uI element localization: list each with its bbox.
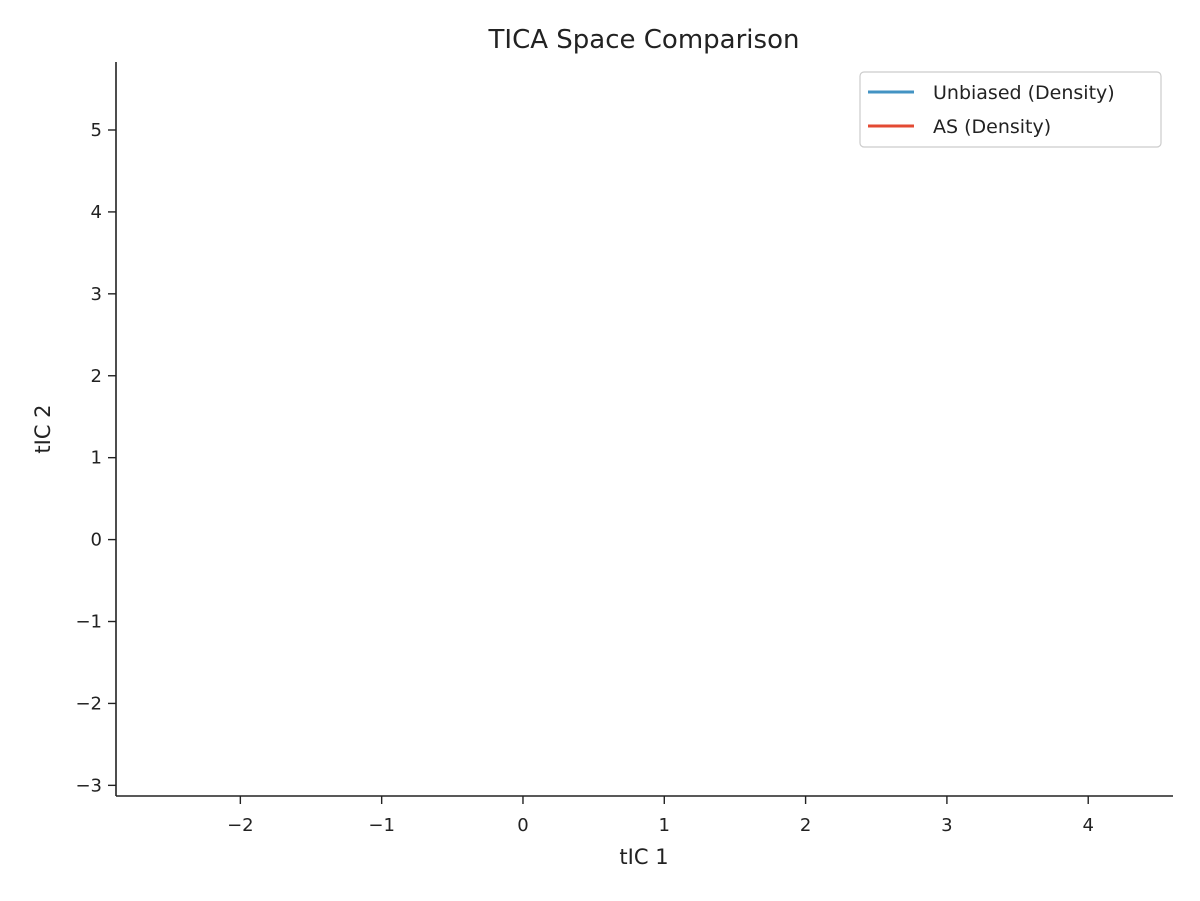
legend-box <box>859 71 1162 148</box>
unbiased-density-contour-level <box>293 401 884 692</box>
x-tick-label: 4 <box>1082 815 1093 836</box>
as-density-contour-level <box>262 413 655 694</box>
y-tick-label: 5 <box>91 120 102 141</box>
as-density-contour-level <box>181 292 918 752</box>
as-density-contour-level <box>317 480 593 657</box>
as-density-contour-level <box>226 343 717 720</box>
x-tick-label: 3 <box>941 815 952 836</box>
legend-label-unbiased: Unbiased (Density) <box>933 82 1115 104</box>
y-tick-label: 4 <box>91 202 102 223</box>
y-axis-label: tIC 2 <box>31 404 55 453</box>
y-tick-label: −1 <box>75 612 102 633</box>
y-tick-label: 1 <box>91 448 102 469</box>
y-tick-label: 0 <box>91 530 102 551</box>
unbiased-density-contour-level <box>204 312 993 755</box>
unbiased-density-contour-level <box>257 361 936 718</box>
as-density-contour-level <box>152 265 978 773</box>
x-axis-ticks: −2 −1 0 1 2 3 4 <box>227 796 1094 836</box>
y-tick-label: −2 <box>75 693 102 714</box>
unbiased-density-contour-level <box>419 532 512 602</box>
unbiased-density-contour-level <box>338 455 593 660</box>
chart-title: TICA Space Comparison <box>488 25 800 55</box>
x-tick-label: −2 <box>227 815 254 836</box>
x-tick-label: 1 <box>659 815 670 836</box>
x-axis-label: tIC 1 <box>619 845 668 869</box>
y-tick-label: 3 <box>91 284 102 305</box>
unbiased-density-contour-level <box>309 420 851 681</box>
as-density-contour-level <box>280 442 634 681</box>
x-tick-label: −1 <box>368 815 395 836</box>
as-density-contour-level <box>298 462 614 669</box>
y-tick-label: −3 <box>75 775 102 796</box>
legend-label-as: AS (Density) <box>933 116 1051 138</box>
as-density-contour-level <box>244 374 679 706</box>
as-density-contour-level <box>205 317 837 734</box>
as-density-contour-level <box>117 235 1033 796</box>
unbiased-density-contours <box>204 312 993 755</box>
unbiased-density-contour-level <box>324 438 609 670</box>
unbiased-density-contour-level <box>400 516 532 616</box>
as-density-contour-level <box>391 532 521 612</box>
legend: Unbiased (Density) AS (Density) <box>859 71 1162 148</box>
unbiased-density-contour-level <box>353 471 580 650</box>
as-density-contour-level <box>338 496 572 644</box>
x-tick-label: 0 <box>517 815 528 836</box>
x-tick-label: 2 <box>800 815 811 836</box>
as-density-contour-level <box>362 513 548 629</box>
unbiased-density-contour-level <box>276 381 910 704</box>
unbiased-density-contour-level <box>232 337 962 735</box>
y-axis-ticks: −3 −2 −1 0 1 2 3 4 5 <box>75 120 116 796</box>
unbiased-density-contour-level <box>367 486 564 640</box>
y-tick-label: 2 <box>91 366 102 387</box>
unbiased-density-contour-level <box>382 501 548 629</box>
as-density-contours <box>117 235 1033 796</box>
